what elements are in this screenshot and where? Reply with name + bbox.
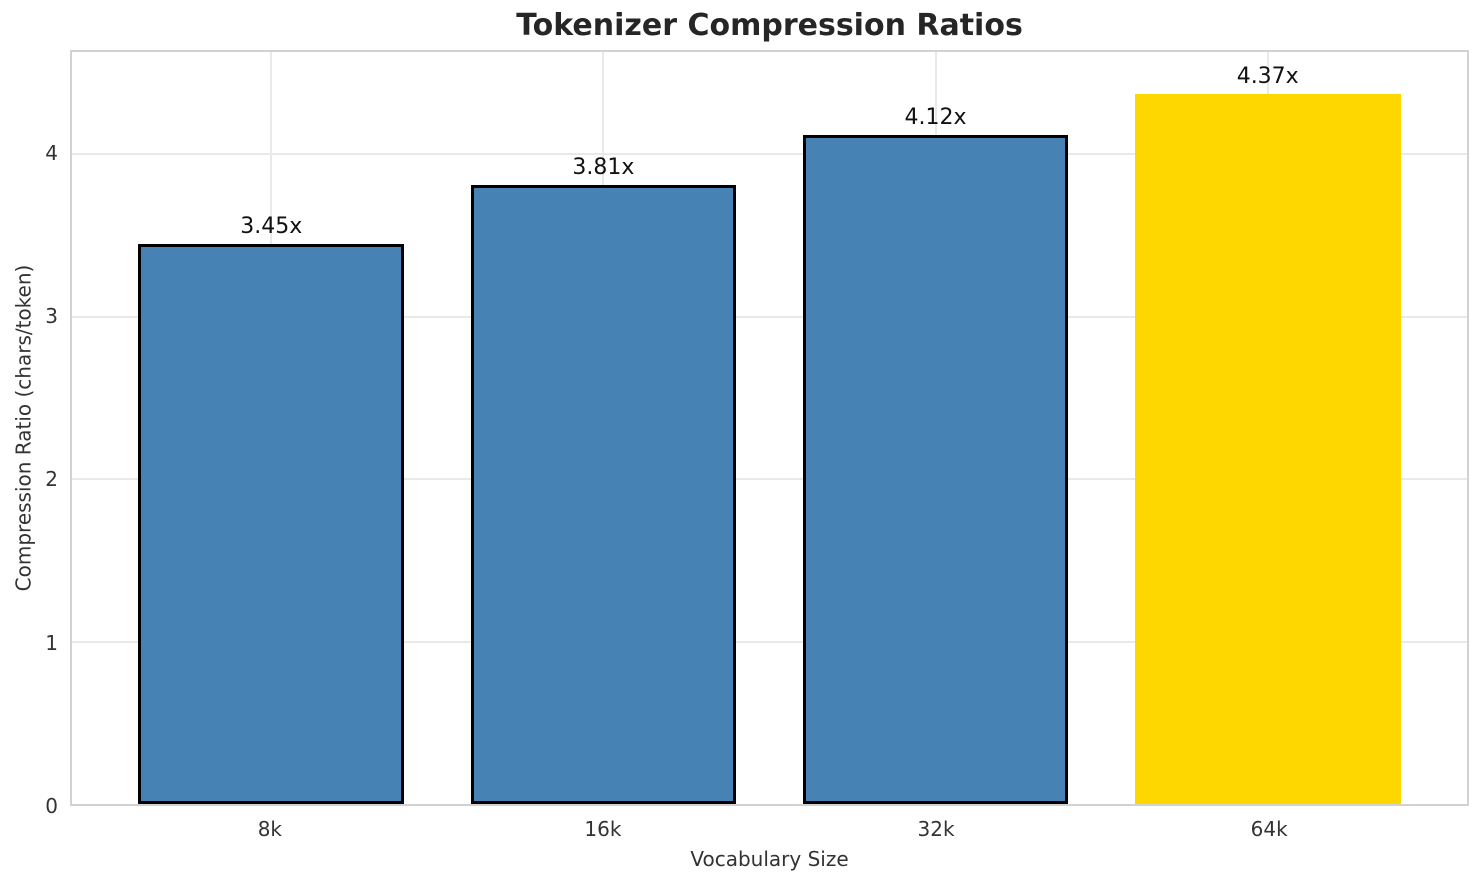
chart-title: Tokenizer Compression Ratios [516, 8, 1023, 43]
y-tick-label: 2 [45, 467, 58, 492]
x-tick-label: 32k [917, 817, 955, 841]
gridline-horizontal [72, 315, 1467, 318]
y-tick-label: 3 [45, 304, 58, 329]
x-tick-label: 64k [1250, 817, 1288, 841]
gridline-horizontal [72, 640, 1467, 643]
y-tick-label: 0 [45, 794, 58, 818]
bar-32k [802, 134, 1069, 804]
bar-16k [470, 185, 737, 804]
bar-value-label: 4.37x [1236, 64, 1299, 90]
x-tick-label: 16k [584, 817, 622, 841]
x-tick-label: 8k [257, 817, 282, 841]
y-tick-label: 4 [45, 140, 58, 165]
plot-area: 3.45x 3.81x 4.12x 4.37x [70, 50, 1469, 806]
bar-8k [138, 243, 405, 804]
x-axis-label: Vocabulary Size [690, 847, 849, 871]
bar-value-label: 3.45x [240, 213, 303, 239]
y-tick-label: 1 [45, 630, 58, 655]
bar-value-label: 4.12x [904, 104, 967, 130]
bar-64k [1134, 94, 1401, 804]
gridline-horizontal [72, 478, 1467, 481]
gridline-horizontal [72, 153, 1467, 156]
bar-value-label: 3.81x [572, 155, 635, 181]
